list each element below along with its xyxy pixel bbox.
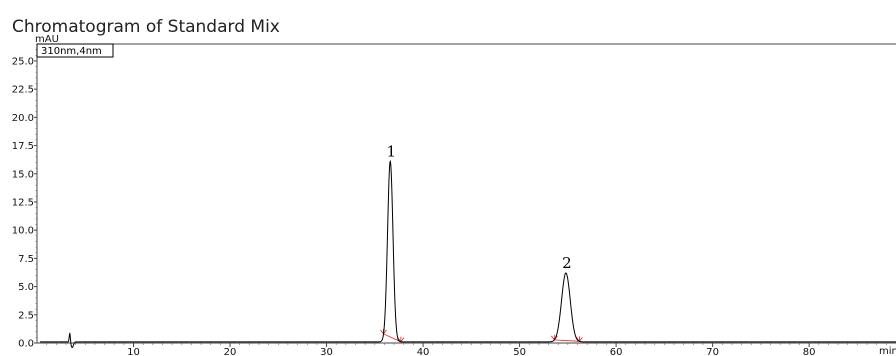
y-tick-label: 2.5 bbox=[18, 310, 34, 321]
x-axis-unit-label: min bbox=[879, 346, 896, 356]
channel-label-box: 310nm,4nm bbox=[36, 43, 114, 58]
chromatogram-trace bbox=[39, 160, 896, 348]
y-tick-label: 12.5 bbox=[12, 197, 34, 208]
y-tick-label: 0.0 bbox=[18, 339, 34, 350]
channel-label-frame bbox=[36, 43, 114, 58]
x-tick-label: 70 bbox=[706, 347, 719, 356]
y-tick-label: 17.5 bbox=[12, 141, 34, 152]
integration-baselines bbox=[380, 328, 583, 343]
y-tick-label: 10.0 bbox=[12, 226, 34, 237]
y-tick-label: 25.0 bbox=[12, 56, 34, 67]
plot-frame bbox=[36, 43, 896, 344]
x-tick-label: 30 bbox=[320, 347, 333, 356]
x-tick-label: 40 bbox=[417, 347, 430, 356]
y-tick-label: 22.5 bbox=[12, 85, 34, 96]
channel-label: 310nm,4nm bbox=[41, 46, 102, 57]
x-tick-label: 50 bbox=[513, 347, 526, 356]
peak-labels: 12 bbox=[386, 142, 571, 272]
x-tick-label: 80 bbox=[803, 347, 816, 356]
y-tick-label: 7.5 bbox=[18, 254, 34, 265]
y-axis-unit-label: mAU bbox=[35, 34, 59, 45]
y-tick-label: 15.0 bbox=[12, 169, 34, 180]
peak-label: 2 bbox=[562, 254, 572, 272]
peak-label: 1 bbox=[386, 142, 396, 160]
chart-title: Chromatogram of Standard Mix bbox=[12, 17, 280, 37]
x-axis-ticks: 10 20 30 40 50 60 70 80 bbox=[46, 343, 887, 356]
y-tick-label: 5.0 bbox=[18, 282, 34, 293]
x-tick-label: 60 bbox=[610, 347, 623, 356]
x-tick-label: 10 bbox=[127, 347, 140, 356]
y-axis-ticks: 0.0 2.5 5.0 7.5 10.0 12.5 15.0 17.5 20.0 22.5 25.0 bbox=[12, 49, 37, 350]
y-tick-label: 20.0 bbox=[12, 113, 34, 124]
peak-baseline bbox=[554, 339, 580, 342]
x-tick-label: 20 bbox=[224, 347, 237, 356]
peak-baseline bbox=[383, 333, 402, 343]
